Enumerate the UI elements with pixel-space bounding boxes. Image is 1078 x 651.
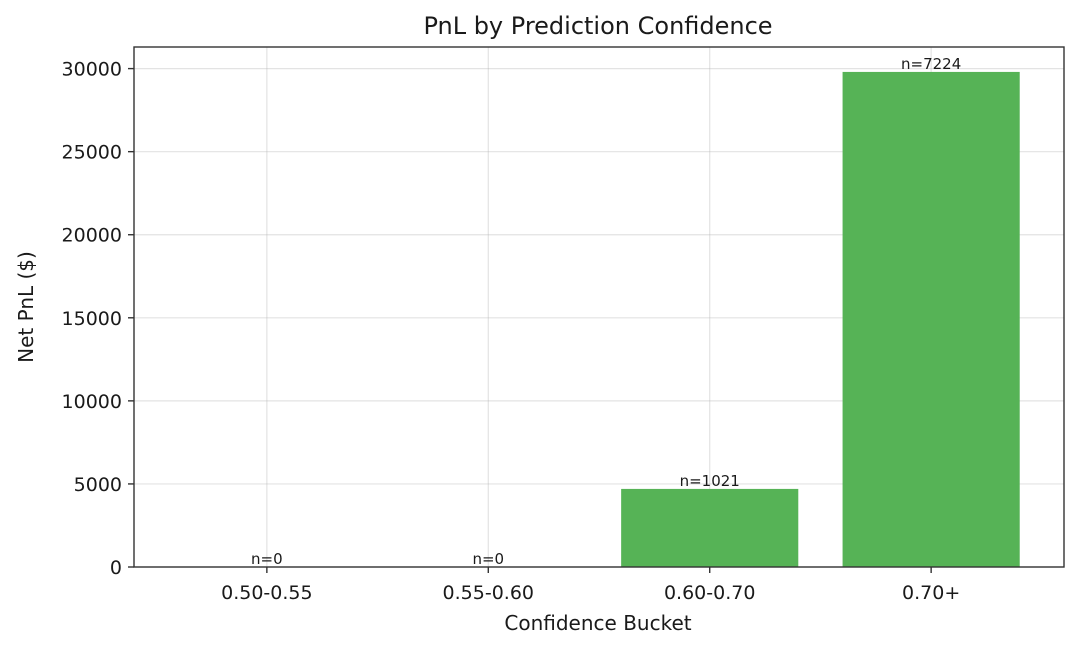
x-tick-label: 0.50-0.55 (221, 582, 312, 604)
x-axis-label: Confidence Bucket (504, 611, 691, 635)
y-tick-label: 20000 (62, 225, 122, 247)
bar (621, 488, 799, 567)
chart-title: PnL by Prediction Confidence (423, 12, 772, 40)
x-tick-label: 0.70+ (902, 582, 960, 604)
bar-count-label: n=0 (472, 550, 504, 568)
y-tick-label: 5000 (74, 474, 122, 496)
y-tick-label: 30000 (62, 59, 122, 81)
y-axis-label: Net PnL ($) (14, 251, 38, 363)
x-tick-label: 0.60-0.70 (664, 582, 755, 604)
bar (842, 71, 1020, 567)
y-tick-label: 10000 (62, 391, 122, 413)
bars-layer (621, 71, 1020, 567)
y-tick-label: 0 (110, 557, 122, 579)
x-axis-ticks: 0.50-0.55 0.55-0.60 0.60-0.70 0.70+ (221, 567, 960, 604)
bar-count-label: n=7224 (901, 55, 961, 73)
y-tick-label: 25000 (62, 142, 122, 164)
bar-count-label: n=0 (251, 550, 283, 568)
x-tick-label: 0.55-0.60 (443, 582, 534, 604)
plot-frame (133, 46, 1065, 568)
y-axis-ticks: 0 5000 10000 15000 20000 25000 30000 (62, 59, 134, 579)
bar-labels-layer: n=0 n=0 n=1021 n=7224 (251, 55, 961, 568)
bar-count-label: n=1021 (680, 472, 740, 490)
y-tick-label: 15000 (62, 308, 122, 330)
